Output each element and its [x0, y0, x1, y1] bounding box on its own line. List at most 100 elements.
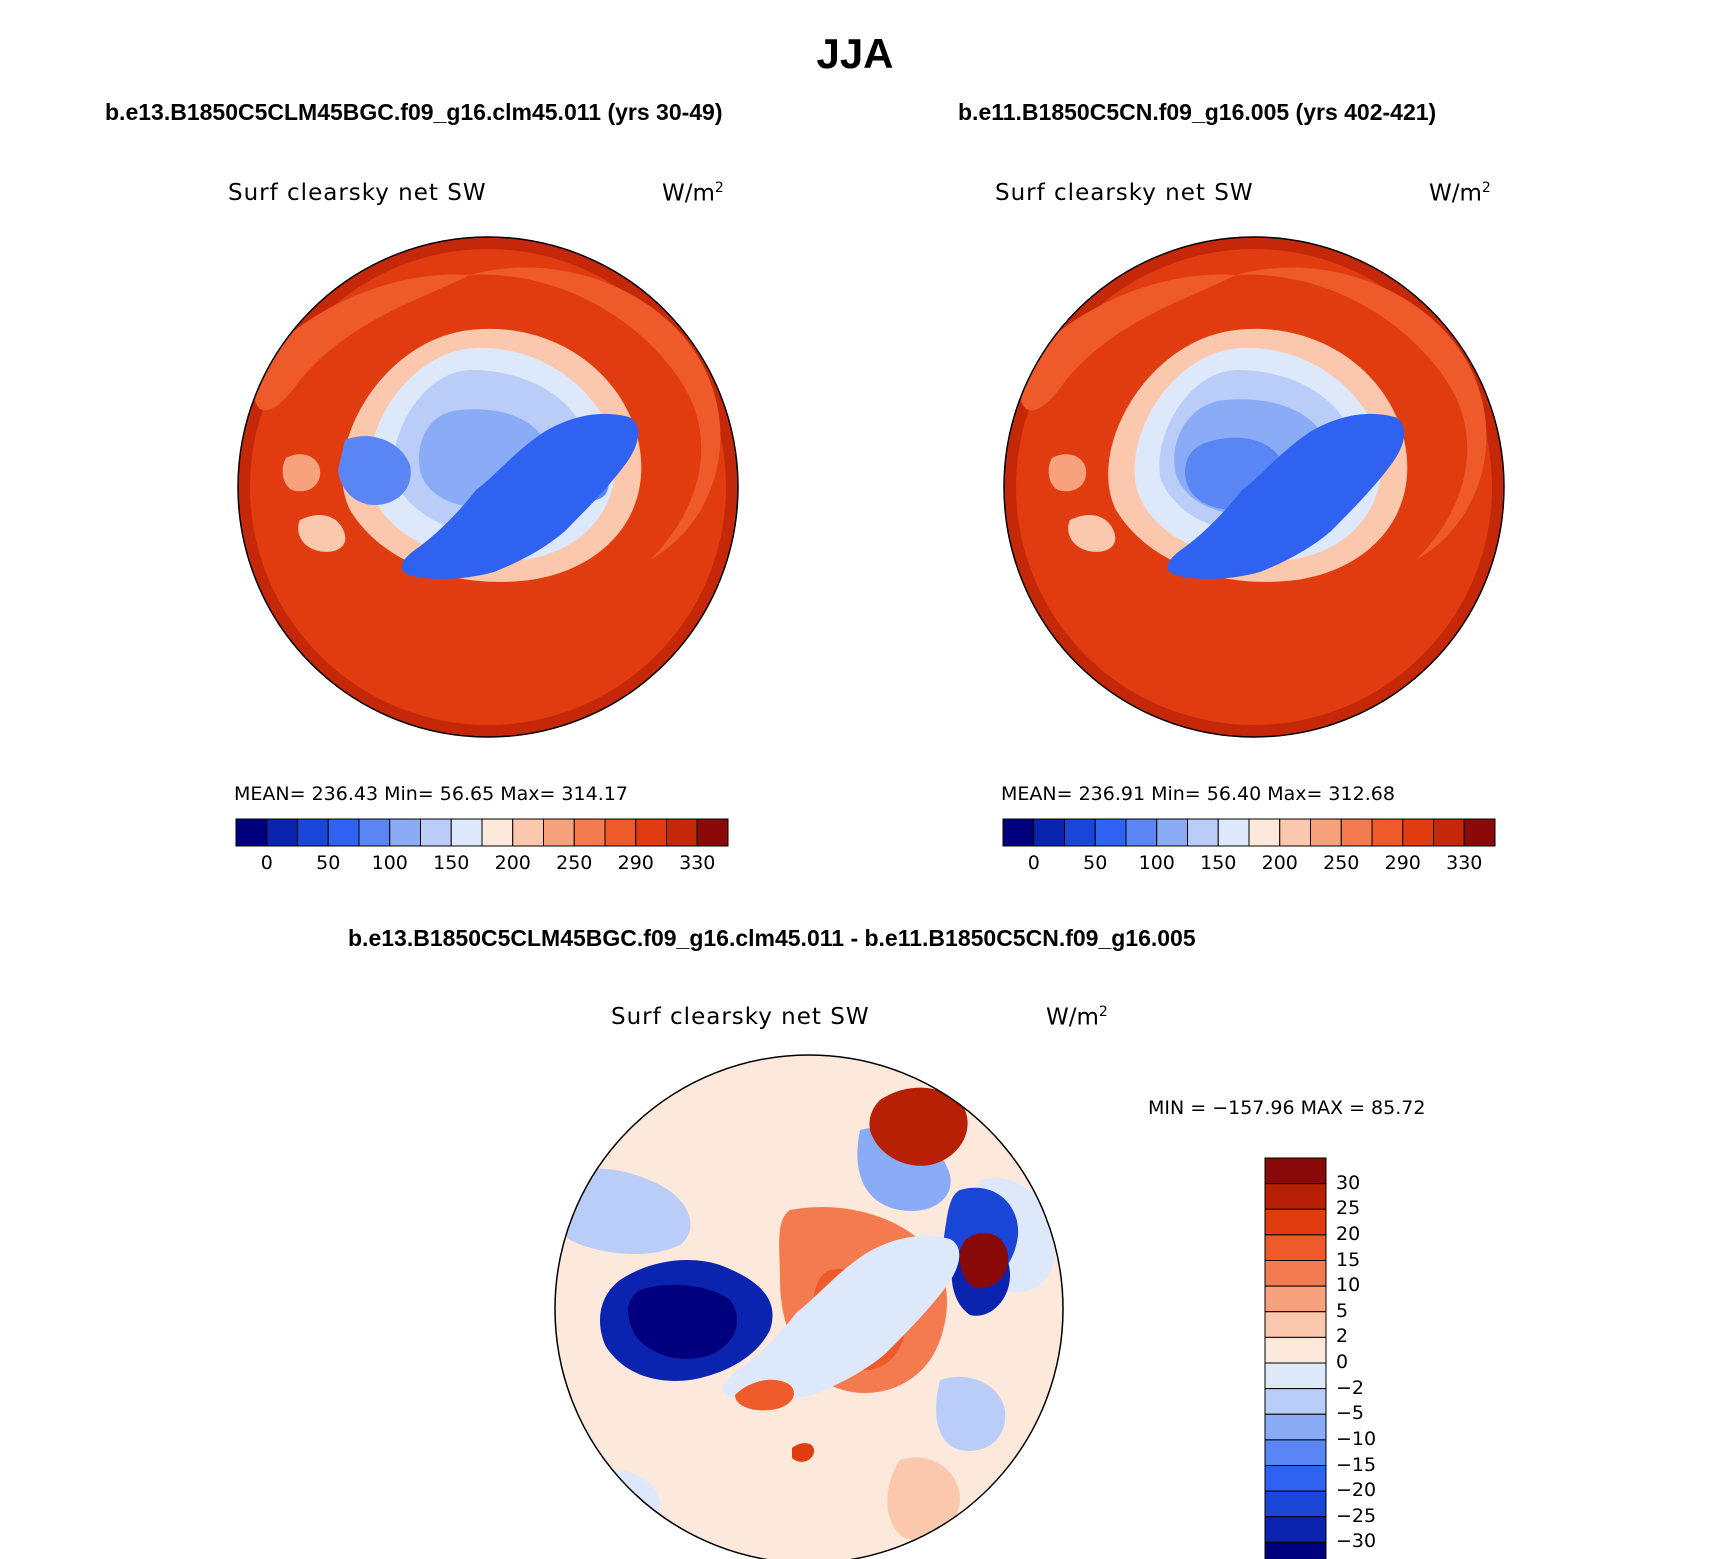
panel1-colorbar-box [512, 818, 544, 847]
diff-colorbar-box [1264, 1260, 1327, 1287]
diff-case-title: b.e13.B1850C5CLM45BGC.f09_g16.clm45.011 … [348, 925, 1196, 951]
panel2-colorbar-box [1340, 818, 1373, 847]
panel1-colorbar-tick-label: 0 [260, 852, 273, 874]
panel2-colorbar-box [1125, 818, 1158, 847]
panel2-case-title: b.e11.B1850C5CN.f09_g16.005 (yrs 402-421… [958, 99, 1437, 125]
panel2-colorbar-tick-label: 250 [1323, 852, 1360, 874]
diff-colorbar-tick-label: 10 [1336, 1274, 1361, 1297]
figure-title: JJA [816, 30, 894, 77]
panel2-colorbar-box [1371, 818, 1404, 847]
panel2-colorbar-box [1217, 818, 1250, 847]
panel2-colorbar-box [1248, 818, 1281, 847]
diff-variable-label: Surf clearsky net SW [611, 1004, 870, 1030]
diff-colorbar-box [1264, 1183, 1327, 1210]
diff-colorbar-box [1264, 1541, 1327, 1559]
diff-colorbar-tick-label: −25 [1336, 1504, 1377, 1527]
diff-colorbar-tick-label: −30 [1336, 1530, 1377, 1553]
diff-colorbar-box [1264, 1362, 1327, 1390]
panel1-colorbar-tick-label: 100 [371, 852, 408, 874]
diff-colorbar-tick-label: 15 [1336, 1248, 1361, 1271]
diff-units: W/m2 [1046, 1004, 1108, 1031]
panel2-units: W/m2 [1429, 180, 1491, 207]
diff-colorbar-box [1264, 1439, 1327, 1466]
panel1-colorbar-box [389, 818, 421, 847]
diff-colorbar-box [1264, 1234, 1327, 1261]
panel1-colorbar-box [635, 818, 667, 847]
panel2-colorbar-tick-label: 50 [1083, 852, 1108, 874]
panel1-stats: MEAN= 236.43 Min= 56.65 Max= 314.17 [234, 783, 628, 805]
diff-colorbar-tick-label: 20 [1336, 1222, 1361, 1245]
diff-colorbar-box [1264, 1388, 1327, 1415]
panel2-map [1003, 236, 1505, 738]
panel1-case-title: b.e13.B1850C5CLM45BGC.f09_g16.clm45.011 … [105, 99, 723, 125]
panel2-colorbar-tick-label: 100 [1138, 852, 1175, 874]
panel2-colorbar-box [1279, 818, 1311, 847]
diff-colorbar [1264, 1157, 1327, 1559]
panel1-colorbar-box [666, 818, 698, 847]
panel1-colorbar-tick-label: 200 [494, 852, 531, 874]
panel2-colorbar-box [1433, 818, 1465, 847]
panel1-colorbar-tick-label: 330 [679, 852, 716, 874]
panel1-colorbar-box [235, 818, 268, 847]
panel1-units: W/m2 [662, 180, 724, 207]
panel2-colorbar-tick-label: 200 [1261, 852, 1298, 874]
panel1-map-border [237, 236, 739, 738]
panel2-variable-label: Surf clearsky net SW [995, 180, 1254, 206]
diff-colorbar-box [1264, 1285, 1327, 1313]
diff-colorbar-tick-label: −15 [1336, 1453, 1377, 1476]
diff-map [554, 1054, 1064, 1559]
diff-colorbar-box [1264, 1208, 1327, 1236]
panel2-colorbar-box [1187, 818, 1219, 847]
diff-colorbar-box [1264, 1311, 1327, 1338]
diff-colorbar-box [1264, 1336, 1327, 1364]
diff-colorbar-tick-label: 2 [1336, 1325, 1349, 1348]
panel1-colorbar-box [266, 818, 298, 847]
diff-colorbar-box [1264, 1157, 1327, 1185]
panel1-colorbar-box [327, 818, 360, 847]
panel2-colorbar-box [1310, 818, 1342, 847]
diff-colorbar-tick-label: −2 [1336, 1376, 1365, 1399]
diff-colorbar-box [1264, 1490, 1327, 1518]
panel2-colorbar-tick-label: 290 [1384, 852, 1421, 874]
diff-colorbar-tick-label: 5 [1336, 1299, 1349, 1322]
panel1-colorbar-tick-label: 150 [433, 852, 470, 874]
panel1-colorbar-box [696, 818, 729, 847]
panel2-colorbar-tick-label: 330 [1446, 852, 1483, 874]
panel1-colorbar-box [481, 818, 514, 847]
panel1-colorbar [235, 818, 729, 847]
panel1-colorbar-box [573, 818, 606, 847]
diff-colorbar-tick-label: −20 [1336, 1479, 1377, 1502]
panel2-colorbar-box [1002, 818, 1035, 847]
panel2-stats: MEAN= 236.91 Min= 56.40 Max= 312.68 [1001, 783, 1395, 805]
diff-colorbar-tick-label: 25 [1336, 1197, 1361, 1220]
diff-colorbar-tick-label: −5 [1336, 1402, 1365, 1425]
panel1-map [237, 236, 739, 738]
panel2-colorbar-tick-label: 150 [1200, 852, 1237, 874]
panel1-colorbar-tick-label: 290 [617, 852, 654, 874]
diff-map-border [554, 1054, 1064, 1559]
diff-stats: MIN = −157.96 MAX = 85.72 [1148, 1097, 1426, 1119]
panel1-colorbar-tick-label: 50 [316, 852, 341, 874]
diff-colorbar-tick-label: 0 [1336, 1351, 1349, 1373]
panel1-variable-label: Surf clearsky net SW [228, 180, 487, 206]
panel1-colorbar-box [358, 818, 391, 847]
panel1-colorbar-box [297, 818, 329, 847]
panel2-map-border [1003, 236, 1505, 738]
panel1-colorbar-box [604, 818, 637, 847]
panel1-colorbar-box [543, 818, 575, 847]
diff-colorbar-box [1264, 1516, 1327, 1543]
panel2-colorbar [1002, 818, 1496, 847]
panel2-colorbar-box [1156, 818, 1188, 847]
panel1-colorbar-box [420, 818, 452, 847]
diff-colorbar-tick-label: 30 [1336, 1171, 1361, 1194]
diff-colorbar-box [1264, 1413, 1327, 1441]
panel2-colorbar-tick-label: 0 [1027, 852, 1040, 874]
panel2-colorbar-box [1094, 818, 1127, 847]
panel2-colorbar-box [1402, 818, 1434, 847]
panel2-colorbar-box [1033, 818, 1065, 847]
panel1-colorbar-box [450, 818, 483, 847]
panel2-colorbar-box [1064, 818, 1096, 847]
diff-colorbar-box [1264, 1465, 1327, 1492]
panel1-colorbar-tick-label: 250 [556, 852, 593, 874]
